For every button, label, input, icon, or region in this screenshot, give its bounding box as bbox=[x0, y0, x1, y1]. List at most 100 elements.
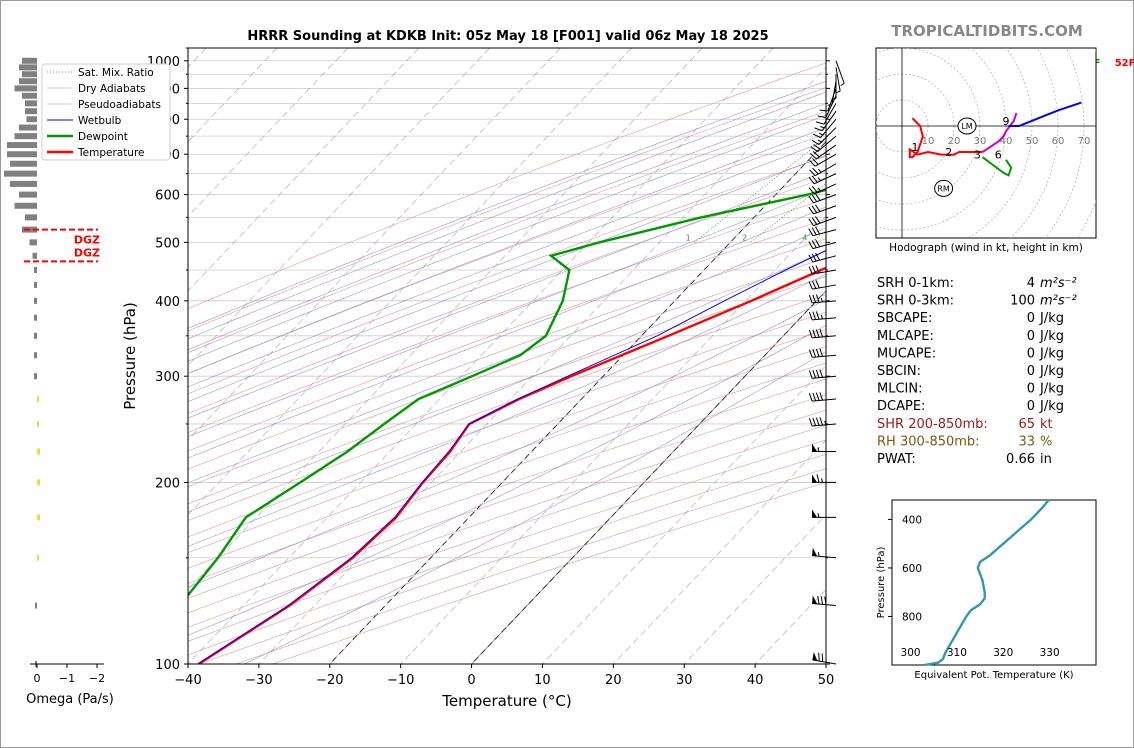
omega-bar bbox=[19, 78, 37, 85]
barb-staff bbox=[812, 602, 837, 607]
theta-e-x-tick-label: 310 bbox=[947, 647, 967, 659]
barb-flag bbox=[812, 474, 817, 483]
barb-staff bbox=[812, 659, 837, 665]
omega-bar bbox=[34, 352, 37, 359]
wind-barb bbox=[827, 81, 837, 106]
barb-staff bbox=[821, 110, 837, 132]
barb-staff bbox=[812, 354, 837, 358]
wind-barb bbox=[808, 329, 837, 339]
barb-full bbox=[815, 280, 820, 289]
barb-full bbox=[812, 133, 821, 139]
dry-adiabat bbox=[188, 312, 826, 538]
index-label: DCAPE: bbox=[877, 399, 925, 414]
barb-staff bbox=[814, 183, 837, 195]
wind-barb bbox=[809, 163, 837, 177]
barb-staff bbox=[825, 95, 837, 118]
wind-barb bbox=[809, 144, 837, 160]
barb-half bbox=[820, 314, 824, 320]
barb-staff bbox=[814, 153, 837, 167]
hodo-ring-label: 10 bbox=[922, 136, 935, 147]
barb-full bbox=[811, 253, 817, 262]
barb-full bbox=[819, 392, 824, 401]
barb-half bbox=[820, 126, 825, 129]
barb-staff bbox=[812, 229, 837, 237]
x-axis-label: Temperature (°C) bbox=[441, 692, 571, 710]
barb-full bbox=[808, 241, 814, 249]
isotherm bbox=[542, 364, 826, 664]
index-value: 0 bbox=[1027, 382, 1035, 397]
omega-bar bbox=[34, 281, 37, 288]
barb-full bbox=[817, 115, 826, 119]
storm-motion-label: LM bbox=[961, 122, 972, 131]
barb-full bbox=[817, 595, 820, 605]
index-unit: m²s⁻² bbox=[1040, 294, 1077, 309]
barb-flag bbox=[812, 595, 818, 604]
barb-full bbox=[815, 252, 821, 261]
hodo-ring-label: 30 bbox=[974, 136, 987, 147]
barb-full bbox=[808, 329, 813, 339]
hodo-height-label: 3 bbox=[974, 149, 981, 162]
wind-barb bbox=[808, 193, 837, 204]
storm-motion-marker bbox=[934, 179, 954, 197]
omega-bar bbox=[25, 108, 37, 115]
wind-barb bbox=[808, 417, 837, 427]
watermark: TROPICALTIDBITS.COM bbox=[891, 22, 1083, 40]
omega-bar bbox=[22, 57, 37, 64]
barb-staff bbox=[812, 317, 837, 321]
barb-full bbox=[818, 652, 820, 662]
barb-full bbox=[808, 195, 814, 204]
wind-barb bbox=[819, 88, 837, 112]
omega-bar bbox=[34, 373, 37, 380]
barb-full bbox=[816, 474, 820, 483]
moist-adiabat bbox=[188, 227, 826, 484]
theta-e-ylabel: Pressure (hPa) bbox=[876, 547, 887, 619]
moist-adiabat bbox=[188, 325, 826, 636]
barb-staff bbox=[813, 216, 837, 227]
dewpoint-line bbox=[188, 188, 826, 598]
hodo-height-label: 1 bbox=[912, 141, 919, 154]
barb-full bbox=[808, 418, 813, 427]
omega-bar bbox=[37, 479, 40, 486]
barb-flag bbox=[812, 443, 817, 452]
moist-adiabat bbox=[188, 249, 826, 513]
index-unit: J/kg bbox=[1039, 346, 1064, 361]
barb-flag bbox=[812, 509, 817, 518]
chart-title: HRRR Sounding at KDKB Init: 05z May 18 [… bbox=[247, 29, 768, 44]
storm-motion-marker bbox=[957, 117, 977, 135]
hodo-ring-label: 70 bbox=[1078, 136, 1091, 147]
index-label: SBCIN: bbox=[877, 364, 921, 379]
hodograph-frame bbox=[875, 47, 1097, 239]
dry-adiabat bbox=[188, 394, 826, 614]
barb-staff bbox=[812, 241, 837, 250]
barb-full bbox=[812, 370, 817, 379]
isotherm bbox=[188, 48, 774, 664]
storm-motion-label: RM bbox=[937, 184, 950, 193]
index-label: SRH 0-3km: bbox=[877, 294, 954, 309]
omega-bar bbox=[19, 64, 37, 71]
wind-barb bbox=[812, 595, 837, 607]
barb-full bbox=[815, 369, 820, 378]
indices-table: SRH 0-1km: 4 m²s⁻² SRH 0-3km: 100 m²s⁻² SBCAPE… bbox=[877, 276, 1077, 467]
dry-adiabat bbox=[188, 276, 826, 505]
barb-full bbox=[811, 139, 820, 145]
wetbulb-line bbox=[197, 250, 826, 664]
barb-full bbox=[808, 349, 813, 358]
legend-label: Pseudoadiabats bbox=[78, 99, 161, 111]
mixing-ratio-label: 2 bbox=[742, 233, 747, 242]
wind-barb bbox=[835, 67, 841, 94]
wind-barb bbox=[808, 294, 837, 304]
barb-flag bbox=[812, 651, 818, 661]
barb-staff bbox=[814, 163, 837, 177]
dry-adiabat bbox=[188, 62, 826, 310]
barb-full bbox=[815, 226, 821, 235]
barb-full bbox=[814, 204, 821, 212]
wind-barb bbox=[812, 509, 836, 518]
dry-adiabat bbox=[188, 378, 826, 599]
dry-adiabat bbox=[188, 238, 826, 470]
index-label: SBCAPE: bbox=[877, 311, 932, 326]
barb-full bbox=[811, 205, 818, 214]
wind-barb bbox=[808, 392, 837, 402]
wind-barb bbox=[808, 204, 837, 215]
